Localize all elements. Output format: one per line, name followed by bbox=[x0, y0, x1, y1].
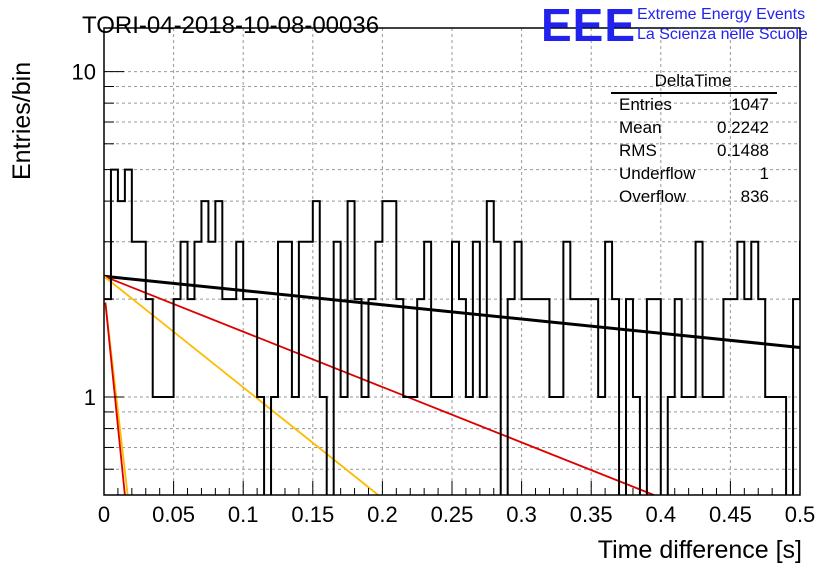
x-tick-label: 0.4 bbox=[646, 502, 677, 527]
x-tick-label: 0.35 bbox=[570, 502, 613, 527]
y-tick-label: 10 bbox=[72, 60, 96, 85]
x-axis-label: Time difference [s] bbox=[598, 536, 802, 564]
stats-value: 0.1488 bbox=[717, 141, 769, 160]
fit-line bbox=[103, 275, 379, 496]
stats-label: Overflow bbox=[619, 187, 687, 206]
stats-label: Underflow bbox=[619, 164, 696, 183]
x-tick-label: 0.2 bbox=[367, 502, 398, 527]
fit-line bbox=[104, 302, 126, 496]
x-tick-label: 0.1 bbox=[228, 502, 259, 527]
stats-value: 1 bbox=[760, 164, 769, 183]
fit-lines bbox=[103, 274, 801, 496]
stats-name: DeltaTime bbox=[655, 71, 732, 90]
y-tick-labels: 1 10 bbox=[72, 60, 96, 410]
fit-line bbox=[103, 275, 655, 496]
stats-value: 836 bbox=[741, 187, 769, 206]
x-tick-label: 0 bbox=[98, 502, 110, 527]
stats-label: RMS bbox=[619, 141, 657, 160]
stats-value: 1047 bbox=[731, 95, 769, 114]
y-axis-label: Entries/bin bbox=[8, 62, 36, 180]
x-tick-label: 0.45 bbox=[709, 502, 752, 527]
x-tick-label: 0.3 bbox=[506, 502, 537, 527]
histogram-steps bbox=[104, 168, 800, 495]
axis-ticks bbox=[103, 71, 801, 496]
stats-box: DeltaTime Entries 1047 Mean 0.2242 RMS 0.1488… bbox=[611, 71, 777, 206]
logo-line-2: La Scienza nelle Scuole bbox=[637, 26, 808, 43]
chart-title: TORI-04-2018-10-08-00036 bbox=[82, 12, 379, 39]
x-tick-label: 0.25 bbox=[431, 502, 474, 527]
x-tick-labels: 0 0.05 0.1 0.15 0.2 0.25 0.3 0.35 0.4 0.45 0.5 bbox=[98, 502, 815, 527]
eee-logo: EEE Extreme Energy Events La Scienza nel… bbox=[541, 0, 808, 51]
logo-mark: EEE bbox=[541, 0, 636, 51]
logo-line-1: Extreme Energy Events bbox=[637, 6, 805, 23]
stats-value: 0.2242 bbox=[717, 118, 769, 137]
y-tick-label: 1 bbox=[84, 385, 96, 410]
histogram bbox=[104, 168, 800, 495]
stats-label: Mean bbox=[619, 118, 662, 137]
x-tick-label: 0.05 bbox=[152, 502, 195, 527]
x-tick-label: 0.15 bbox=[291, 502, 334, 527]
x-tick-label: 0.5 bbox=[785, 502, 816, 527]
stats-label: Entries bbox=[619, 95, 672, 114]
